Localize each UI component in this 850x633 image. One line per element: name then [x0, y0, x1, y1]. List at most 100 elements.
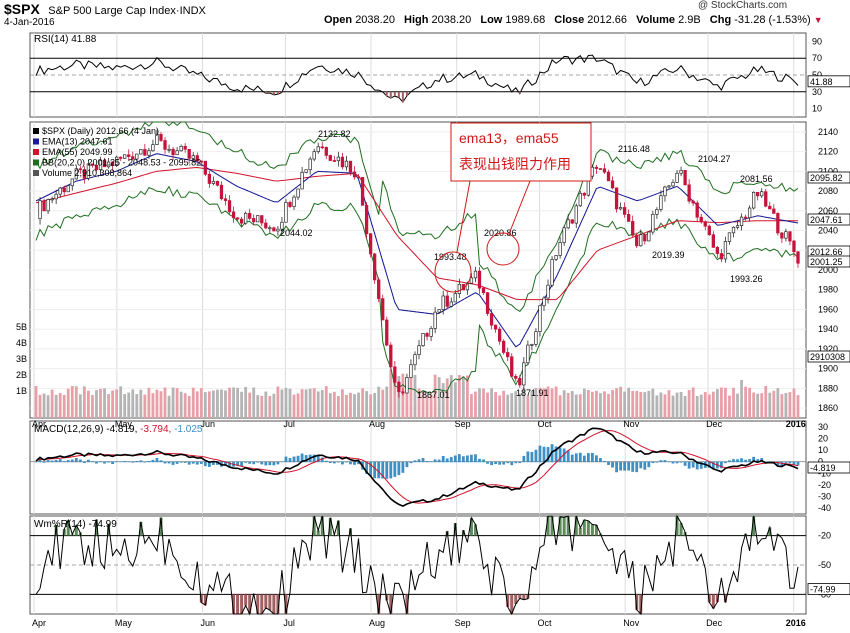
- volume-bar: [417, 388, 421, 418]
- candle-body: [542, 297, 546, 307]
- volume-bar: [296, 393, 300, 418]
- macd-histogram-bar: [357, 461, 360, 465]
- candle-body: [110, 161, 115, 166]
- candle-body: [796, 251, 800, 264]
- month-label-price: Jul: [283, 419, 295, 429]
- candle-body: [70, 178, 74, 187]
- legend-entry: BB(20,2.0) 2001.25 - 2048.53 - 2095.82: [42, 158, 201, 168]
- candle-body: [252, 218, 256, 223]
- volume-bar: [324, 386, 328, 418]
- volume-bar: [530, 390, 534, 418]
- macd-histogram-bar: [264, 461, 268, 466]
- volume-bar: [195, 391, 199, 418]
- macd-histogram-bar: [216, 461, 219, 465]
- exchange-label: INDX: [179, 5, 206, 17]
- open-value: 2038.20: [355, 14, 395, 26]
- volume-bar: [268, 395, 272, 418]
- candle-body: [62, 187, 66, 193]
- macd-histogram-bar: [312, 454, 316, 463]
- macd-histogram-bar: [776, 461, 780, 467]
- candle-body: [493, 324, 498, 330]
- volume-badge: 2910308: [810, 352, 845, 362]
- candle-body: [441, 295, 445, 310]
- candle-body: [421, 333, 425, 347]
- candle-body: [469, 277, 474, 284]
- volume-bar: [228, 387, 231, 418]
- candle-body: [256, 215, 260, 223]
- macd-histogram-bar: [224, 461, 227, 466]
- candle-body: [433, 311, 437, 329]
- volume-bar: [46, 395, 50, 418]
- volume-bar: [611, 390, 614, 418]
- macd-label: MACD(12,26,9) -4.819, -3.794, -1.025: [34, 424, 203, 435]
- macd-histogram-bar: [470, 454, 473, 463]
- volume-bar: [699, 394, 703, 418]
- volume-bar: [320, 390, 324, 418]
- header-date: 4-Jan-2016: [4, 17, 55, 28]
- candle-body: [727, 232, 732, 242]
- volume-bar: [50, 389, 54, 418]
- candle-body: [699, 216, 703, 223]
- candle-body: [747, 207, 752, 219]
- volume-bar: [441, 383, 445, 418]
- macd-histogram-bar: [530, 451, 534, 463]
- macd-ytick: -30: [818, 492, 831, 502]
- macd-histogram-bar: [619, 461, 623, 471]
- volume-bar: [405, 376, 409, 418]
- volume-bar: [199, 388, 203, 418]
- down-triangle-icon: ▼: [813, 15, 823, 25]
- macd-histogram-bar: [211, 461, 215, 465]
- macd-histogram-bar: [389, 461, 393, 479]
- volume-bar: [87, 390, 90, 418]
- volume-bar: [619, 386, 623, 418]
- volume-bar: [635, 390, 639, 418]
- macd-histogram-bar: [627, 461, 631, 471]
- volume-bar: [284, 387, 288, 418]
- candle-body: [82, 169, 87, 179]
- macd-histogram-bar: [300, 453, 304, 463]
- macd-histogram-bar: [115, 461, 119, 463]
- rsi-label: RSI(14) 41.88: [34, 34, 97, 45]
- annotation-line-2: 表现出钱阻力作用: [459, 156, 571, 172]
- close-label: Close: [554, 14, 585, 26]
- stockcharts-watermark: @ StockCharts.com: [698, 0, 788, 11]
- macd-histogram-bar: [256, 461, 260, 463]
- volume-bar: [216, 389, 219, 418]
- candle-body: [102, 160, 107, 168]
- month-label-price: Jun: [201, 419, 216, 429]
- volume-bar: [345, 394, 348, 418]
- volume-bar: [70, 386, 74, 418]
- macd-histogram-bar: [425, 460, 429, 463]
- volume-bar: [163, 387, 167, 418]
- volume-bar: [103, 388, 106, 418]
- candle-body: [364, 204, 369, 235]
- macd-histogram-bar: [46, 460, 50, 463]
- volume-bar: [159, 391, 163, 418]
- price-point-label: 2104.27: [698, 154, 731, 164]
- macd-histogram-bar: [385, 461, 389, 479]
- volume-badge-box: [807, 350, 850, 363]
- macd-ytick: 30: [818, 422, 828, 432]
- price-ytick: 2140: [818, 127, 838, 137]
- candle-body: [772, 208, 776, 214]
- candle-body: [715, 247, 720, 254]
- macd-histogram-bar: [82, 461, 86, 464]
- macd-histogram-bar: [341, 461, 344, 465]
- price-point-label: 2132.82: [318, 129, 351, 139]
- volume-bar: [280, 389, 284, 418]
- macd-histogram-bar: [502, 461, 506, 465]
- macd-histogram-bar: [42, 461, 46, 463]
- macd-histogram-bar: [207, 461, 211, 467]
- price-point-label: 2116.48: [618, 144, 650, 154]
- macd-histogram-bar: [413, 460, 417, 463]
- wr-current-badge: -74.99: [810, 584, 836, 594]
- volume-bar: [546, 386, 550, 418]
- macd-histogram-bar: [409, 461, 413, 464]
- candle-body: [227, 200, 232, 213]
- macd-histogram-bar: [494, 461, 498, 465]
- macd-histogram-bar: [699, 461, 703, 469]
- volume-bar: [744, 386, 747, 418]
- volume-bar: [62, 394, 66, 418]
- volume-bar: [119, 386, 123, 418]
